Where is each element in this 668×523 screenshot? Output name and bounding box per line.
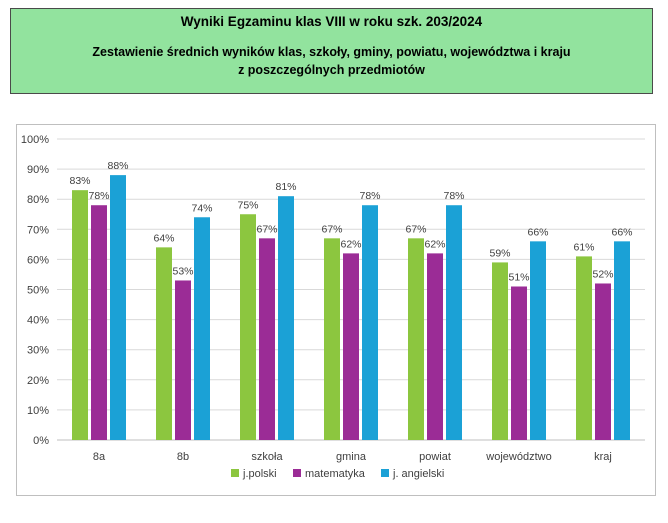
bar-jpolski	[324, 238, 340, 440]
data-label: 78%	[88, 190, 109, 202]
bar-jangielski	[446, 205, 462, 440]
x-tick-label: powiat	[419, 451, 451, 463]
data-label: 62%	[340, 238, 361, 250]
data-label: 83%	[69, 175, 90, 187]
legend-label: j.polski	[242, 468, 277, 480]
report-subtitle-line-2: z poszczególnych przedmiotów	[238, 63, 425, 77]
report-subtitle: Zestawienie średnich wyników klas, szkoł…	[11, 43, 652, 79]
bar-matematyka	[343, 253, 359, 440]
y-tick-label: 60%	[27, 254, 49, 266]
report-header: Wyniki Egzaminu klas VIII w roku szk. 20…	[10, 8, 653, 94]
x-tick-label: gmina	[336, 451, 367, 463]
data-label: 67%	[321, 223, 342, 235]
x-tick-label: 8a	[93, 451, 106, 463]
data-label: 52%	[592, 268, 613, 280]
y-tick-label: 40%	[27, 315, 49, 327]
bar-matematyka	[595, 283, 611, 440]
bar-matematyka	[175, 280, 191, 440]
data-label: 67%	[256, 223, 277, 235]
legend-swatch	[231, 469, 239, 477]
x-tick-label: województwo	[485, 451, 551, 463]
report-title: Wyniki Egzaminu klas VIII w roku szk. 20…	[180, 14, 483, 29]
chart-container: 0% 10% 20% 30% 40% 50% 60% 70% 80% 90% 100% 83% 78% 8…	[16, 124, 656, 496]
bar-chart: 0% 10% 20% 30% 40% 50% 60% 70% 80% 90% 100% 83% 78% 8…	[21, 134, 645, 480]
data-label: 75%	[237, 199, 258, 211]
y-tick-label: 70%	[27, 224, 49, 236]
bar-jangielski	[530, 241, 546, 440]
legend-swatch	[381, 469, 389, 477]
bar-jpolski	[240, 214, 256, 440]
data-label: 88%	[107, 160, 128, 172]
bar-jpolski	[576, 256, 592, 440]
bar-jangielski	[614, 241, 630, 440]
y-tick-label: 100%	[21, 134, 49, 146]
bar-matematyka	[427, 253, 443, 440]
data-label: 51%	[508, 271, 529, 283]
bar-jangielski	[194, 217, 210, 440]
y-tick-label: 90%	[27, 164, 49, 176]
bar-jangielski	[278, 196, 294, 440]
data-label: 74%	[191, 202, 212, 214]
report-subtitle-line-1: Zestawienie średnich wyników klas, szkoł…	[92, 45, 571, 59]
x-tick-label: kraj	[594, 451, 612, 463]
legend-label: matematyka	[305, 468, 366, 480]
data-label: 59%	[489, 247, 510, 259]
data-label: 62%	[424, 238, 445, 250]
data-label: 67%	[405, 223, 426, 235]
data-label: 61%	[573, 241, 594, 253]
y-tick-label: 50%	[27, 285, 49, 297]
x-tick-label: 8b	[177, 451, 189, 463]
y-tick-label: 30%	[27, 345, 49, 357]
data-label: 78%	[443, 190, 464, 202]
y-tick-label: 80%	[27, 194, 49, 206]
data-label: 64%	[153, 232, 174, 244]
y-tick-label: 20%	[27, 375, 49, 387]
legend-label: j. angielski	[392, 468, 444, 480]
bar-matematyka	[91, 205, 107, 440]
legend-swatch	[293, 469, 301, 477]
bar-jangielski	[110, 175, 126, 440]
bar-jpolski	[492, 262, 508, 440]
data-label: 53%	[172, 265, 193, 277]
bar-jangielski	[362, 205, 378, 440]
y-tick-label: 10%	[27, 405, 49, 417]
bar-jpolski	[408, 238, 424, 440]
bar-jpolski	[156, 247, 172, 440]
data-label: 78%	[359, 190, 380, 202]
x-tick-label: szkoła	[251, 451, 283, 463]
bar-jpolski	[72, 190, 88, 440]
bar-matematyka	[259, 238, 275, 440]
y-tick-label: 0%	[33, 435, 49, 447]
data-label: 81%	[275, 181, 296, 193]
data-label: 66%	[611, 226, 632, 238]
bar-matematyka	[511, 286, 527, 440]
data-label: 66%	[527, 226, 548, 238]
